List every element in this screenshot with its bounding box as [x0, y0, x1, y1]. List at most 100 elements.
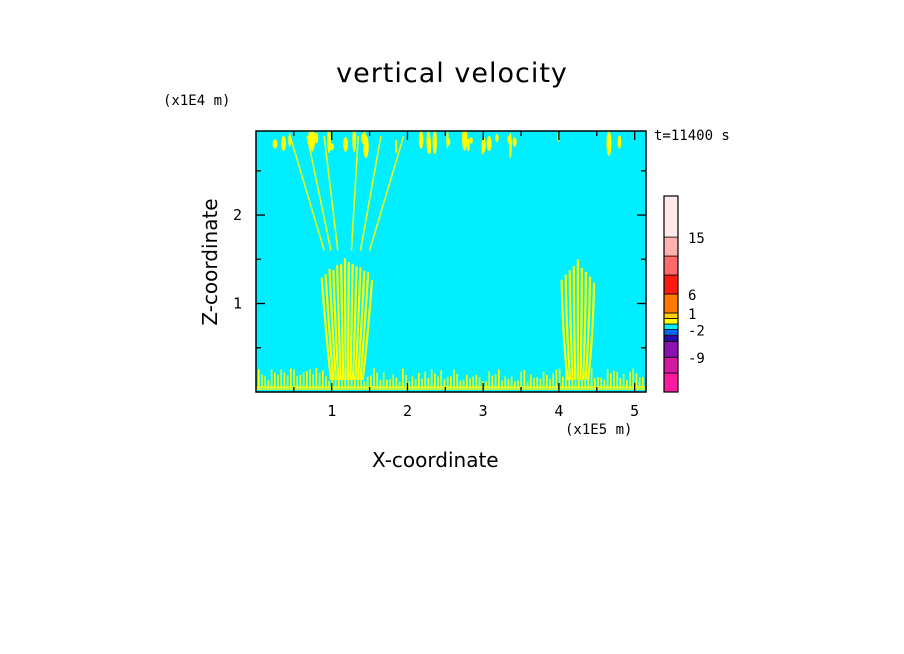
boundary-dash	[376, 372, 378, 388]
boundary-dash	[610, 373, 612, 388]
boundary-dash	[498, 369, 500, 388]
colorbar-label: -2	[688, 324, 705, 340]
upper-yellow-blob	[363, 131, 366, 155]
boundary-dash	[549, 378, 551, 388]
plume-streak	[349, 263, 354, 381]
boundary-dash	[264, 376, 266, 388]
y-tick-labels: 12	[233, 206, 242, 312]
y-tick-label: 1	[233, 295, 242, 313]
colorbar-segment	[663, 195, 679, 238]
boundary-dash	[466, 375, 468, 388]
boundary-dash	[357, 369, 359, 388]
boundary-dash	[402, 368, 404, 388]
boundary-dash	[613, 370, 615, 388]
colorbar-segment	[663, 341, 679, 358]
boundary-dash	[306, 370, 308, 388]
boundary-dash	[635, 373, 638, 388]
boundary-dash	[434, 373, 436, 388]
boundary-dash	[552, 373, 554, 388]
boundary-dash	[510, 376, 513, 388]
plume-streak	[586, 282, 596, 381]
boundary-dash	[344, 371, 346, 388]
colorbar-frame	[663, 195, 679, 393]
boundary-dash	[571, 376, 574, 388]
x-tick-label: 4	[554, 402, 563, 420]
boundary-dash	[312, 374, 314, 388]
time-label: t=11400 s	[654, 128, 730, 144]
boundary-dash	[590, 368, 593, 388]
boundary-dash	[536, 377, 538, 388]
axis-ticks	[256, 131, 646, 392]
plume-streak	[320, 277, 333, 381]
boundary-dash	[546, 375, 548, 388]
plume-streak	[359, 272, 370, 381]
boundary-dash	[616, 372, 618, 388]
boundary-dash	[379, 379, 382, 388]
boundary-dash	[421, 378, 423, 388]
boundary-dash	[296, 376, 298, 388]
boundary-dash	[405, 374, 407, 388]
upper-streak	[359, 135, 382, 251]
boundary-dash	[542, 371, 545, 388]
boundary-band	[256, 386, 646, 390]
boundary-dash	[600, 377, 602, 388]
boundary-dash	[299, 375, 302, 388]
boundary-dash	[517, 380, 519, 388]
boundary-dash	[347, 371, 350, 388]
upper-yellow-blob	[309, 131, 316, 152]
plume-streak	[361, 280, 374, 381]
plume-streak	[332, 270, 340, 381]
boundary-dash	[526, 381, 529, 388]
plume-streak	[336, 265, 342, 381]
upper-streak	[368, 135, 405, 251]
upper-yellow-blob	[481, 139, 484, 155]
boundary-dash	[373, 368, 375, 388]
boundary-dash	[629, 372, 631, 388]
boundary-dash	[315, 368, 318, 388]
boundary-dash	[293, 369, 295, 388]
boundary-dash	[360, 371, 362, 388]
boundary-dash	[555, 369, 558, 388]
z-axis-unit: (x1E4 m)	[163, 93, 231, 109]
boundary-dash	[267, 380, 270, 388]
colorbar-label: -9	[688, 351, 705, 367]
boundary-dash	[302, 372, 305, 388]
boundary-dash	[456, 374, 458, 388]
boundary-dash	[309, 369, 311, 388]
boundary-dash	[274, 372, 276, 388]
upper-yellow-blob	[426, 131, 431, 154]
upper-streak	[350, 135, 360, 251]
boundary-dash	[507, 378, 510, 388]
boundary-dash	[638, 377, 641, 388]
boundary-dash	[459, 380, 462, 388]
boundary-dash	[469, 378, 471, 388]
boundary-dash	[370, 375, 372, 388]
boundary-dash	[597, 377, 599, 388]
boundary-dash	[354, 375, 356, 388]
boundary-dash	[622, 373, 625, 388]
boundary-dash	[478, 377, 481, 388]
upper-yellow-blob	[352, 131, 357, 153]
boundary-dash	[446, 377, 449, 388]
upper-yellow-blob	[508, 132, 512, 158]
boundary-dash	[437, 376, 439, 388]
boundary-dash	[270, 369, 273, 388]
boundary-dash	[606, 369, 609, 388]
boundary-dash	[619, 378, 622, 388]
boundary-dash	[533, 378, 535, 388]
boundary-dash	[523, 370, 526, 388]
plume-streak	[579, 267, 583, 381]
boundary-dash	[520, 371, 522, 388]
boundary-dash	[642, 377, 644, 388]
plume-streak	[328, 268, 337, 381]
x-tick-label: 2	[403, 402, 412, 420]
upper-yellow-blob	[469, 137, 473, 144]
x-tick-label: 3	[479, 402, 488, 420]
boundary-dash	[632, 368, 634, 388]
boundary-dash	[411, 376, 414, 388]
plume-streak	[564, 274, 572, 381]
boundary-dash	[504, 376, 506, 388]
boundary-dash	[322, 370, 324, 388]
upper-yellow-blob	[467, 138, 470, 152]
boundary-dash	[565, 368, 567, 388]
